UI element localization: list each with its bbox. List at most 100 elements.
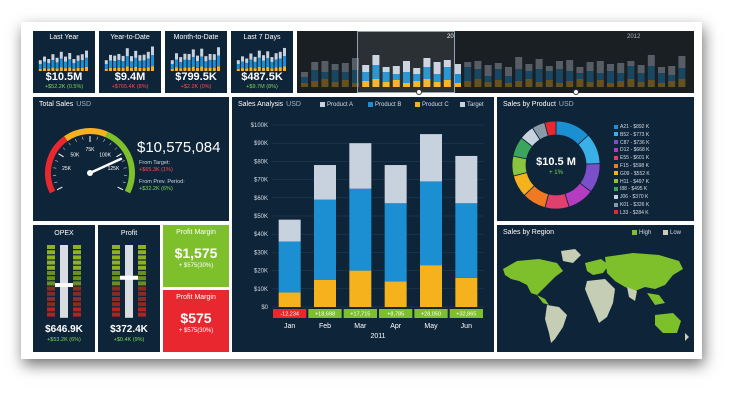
timeline-bar-b xyxy=(433,74,441,82)
product-legend-item[interactable]: L33 - $284 K xyxy=(614,210,649,216)
spark-bar-c xyxy=(283,66,286,71)
timeline-bar-a xyxy=(331,64,339,70)
timeline-bar-a xyxy=(535,59,543,69)
timeline-handle-right[interactable] xyxy=(573,89,579,95)
timeline-bar-b xyxy=(392,74,400,80)
gauge-band-red xyxy=(45,136,68,194)
legend-label: Product B xyxy=(375,102,402,109)
profit-margin-tile-2[interactable]: Profit Margin $575 + $575(30%) xyxy=(163,290,229,352)
product-legend-item[interactable]: K01 - $326 K xyxy=(614,202,649,208)
timeline-bar-c xyxy=(545,80,553,87)
spark-bar-c xyxy=(104,68,108,71)
spark-bar-a xyxy=(196,55,199,62)
legend-swatch xyxy=(614,124,618,129)
timeline-bar-c xyxy=(658,83,665,87)
product-legend-item[interactable]: D12 - $668 K xyxy=(614,147,649,153)
timeline-bar-b xyxy=(607,71,614,83)
opex-panel[interactable]: OPEX $646.9K +$53.2K (6%) xyxy=(33,225,95,352)
total-sales-title: Total Sales xyxy=(39,101,74,108)
product-legend-item[interactable]: A21 - $892 K xyxy=(614,124,649,130)
gauge-segment xyxy=(112,265,120,270)
legend-label: A21 - $892 K xyxy=(620,124,650,130)
spark-bar-a xyxy=(43,56,46,62)
legend-product-c[interactable]: Product C xyxy=(415,102,449,108)
gauge-track xyxy=(60,245,68,318)
gauge-tick xyxy=(109,142,112,146)
profit-panel[interactable]: Profit $372.4K +$0.4K (9%) xyxy=(98,225,160,352)
product-legend-item[interactable]: I88 - $495 K xyxy=(614,186,647,192)
timeline-bar-a xyxy=(668,66,676,75)
timeline-bar-b xyxy=(423,67,431,79)
total-sales-panel[interactable]: Total Sales USD 25K 50K 75K 100K 125K $10,575… xyxy=(33,97,229,221)
bar-product-c xyxy=(349,270,372,307)
timeline-year-right: 2012 xyxy=(627,34,641,40)
spark-bar-a xyxy=(283,47,286,57)
x-tick-label: Feb xyxy=(319,323,331,330)
world-map[interactable] xyxy=(497,241,694,351)
timeline-selection-window[interactable] xyxy=(357,31,455,93)
spark-bar-c xyxy=(249,67,253,71)
profit-margin-tile-1[interactable]: Profit Margin $1,575 + $575(30%) xyxy=(163,225,229,287)
profit-margin-value: $575 xyxy=(180,310,212,326)
timeline-navigator[interactable]: 20 2012 xyxy=(297,31,694,93)
spark-bar-a xyxy=(241,56,244,62)
product-legend-item[interactable]: F15 - $598 K xyxy=(614,163,649,169)
spark-bar-a xyxy=(51,54,55,61)
legend-product-a[interactable]: Product A xyxy=(320,102,353,108)
bar-product-c xyxy=(455,277,478,307)
kpi-year-to-date[interactable]: Year-to-Date $9.4M +$765.4K (8%) xyxy=(99,31,161,93)
gauge-segment xyxy=(138,276,146,281)
legend-low[interactable]: Low xyxy=(663,230,681,236)
spark-bar-c xyxy=(217,66,220,71)
gauge-hub xyxy=(87,170,93,176)
spark-bar-b xyxy=(236,63,240,69)
gauge-segment xyxy=(112,271,120,275)
timeline-bar-c xyxy=(392,80,400,87)
sales-analysis-chart: $0 $10K $20K $30K $40K $50K $60K $70K $80K $90K $1… xyxy=(251,123,484,340)
kpi-last-7-days[interactable]: Last 7 Days $487.5K +$9.7M (8%) xyxy=(231,31,293,93)
legend-product-b[interactable]: Product B xyxy=(368,102,401,108)
spark-bar-c xyxy=(179,68,183,71)
product-legend-item[interactable]: C87 - $736 K xyxy=(614,140,649,146)
product-legend-item[interactable]: J06 - $370 K xyxy=(614,194,648,200)
bar-product-a xyxy=(278,219,301,242)
kpi-title: Year-to-Date xyxy=(110,34,150,41)
gauge-tick xyxy=(116,153,122,158)
timeline-bar-b xyxy=(678,68,686,79)
product-legend-item[interactable]: G09 - $552 K xyxy=(614,171,650,177)
timeline-handle-left[interactable] xyxy=(416,89,422,95)
sales-by-region-panel[interactable]: Sales by Region High Low xyxy=(497,225,694,352)
sales-by-product-panel[interactable]: Sales by Product USD $10.5 M + 1% xyxy=(497,97,694,221)
legend-swatch xyxy=(614,187,618,192)
bar-product-a xyxy=(420,134,442,182)
gauge-marker xyxy=(120,275,138,280)
legend-swatch xyxy=(614,194,618,199)
spark-bar-a xyxy=(138,55,142,61)
gauge-segment xyxy=(73,291,81,296)
legend-target[interactable]: Target xyxy=(460,102,484,108)
gauge-tick xyxy=(68,142,71,146)
y-tick-label: $70K xyxy=(254,178,268,184)
from-target-value: +$65.3K (1%) xyxy=(139,167,173,173)
y-tick-label: $50K xyxy=(254,214,268,220)
gauge-segment xyxy=(73,302,81,307)
product-legend-item[interactable]: B52 - $773 K xyxy=(614,132,649,138)
bar-product-c xyxy=(278,292,301,307)
kpi-last-year[interactable]: Last Year $10.5M +$52.2K (0.5%) xyxy=(33,31,95,93)
region-south-america xyxy=(545,305,567,343)
product-legend-item[interactable]: E55 - $601 K xyxy=(614,155,649,161)
spark-bar-a xyxy=(47,59,51,64)
kpi-month-to-date[interactable]: Month-to-Date $799.5K +$2.2K (0%) xyxy=(165,31,227,93)
product-legend-item[interactable]: H11 - $497 K xyxy=(614,179,649,185)
gauge-segment xyxy=(112,255,120,260)
legend-label: I88 - $495 K xyxy=(620,186,648,193)
spark-bar-b xyxy=(146,58,150,68)
spark-bar-b xyxy=(138,60,142,68)
spark-bar-c xyxy=(236,68,240,71)
timeline-bar-a xyxy=(311,62,319,70)
legend-high[interactable]: High xyxy=(632,230,651,236)
timeline-bar-b xyxy=(586,71,594,82)
spark-bar-a xyxy=(179,57,183,62)
sales-analysis-panel[interactable]: Sales Analysis USD Product A Product B Pr… xyxy=(232,97,494,352)
gauge-band-yellow xyxy=(64,128,108,142)
